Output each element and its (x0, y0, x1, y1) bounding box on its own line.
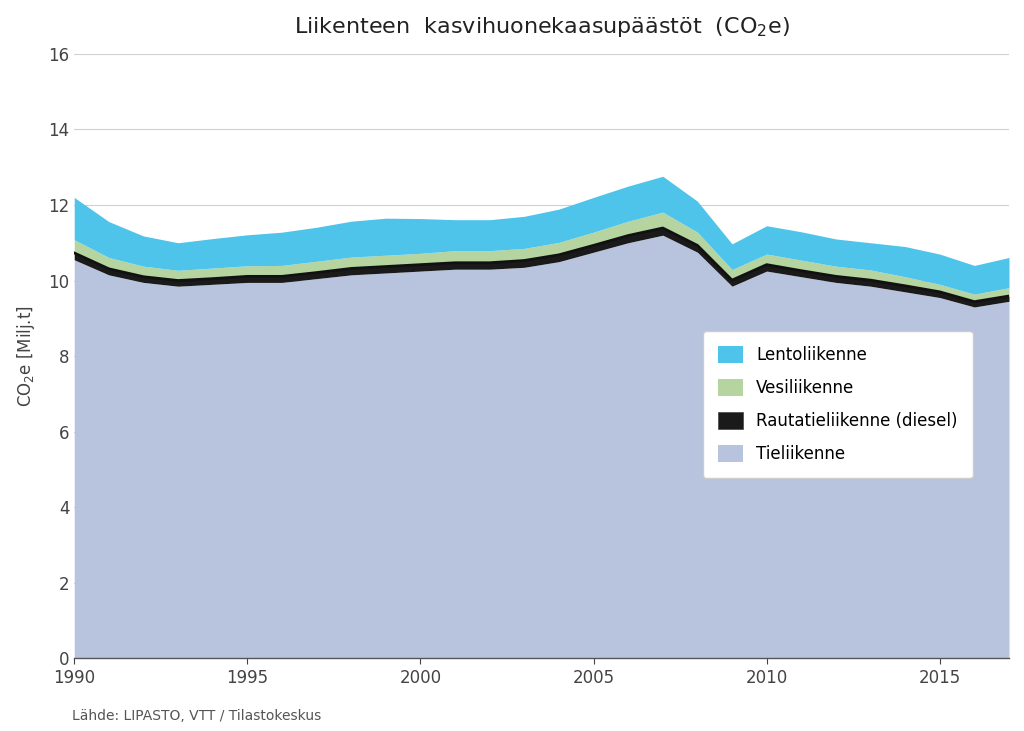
Text: Lähde: LIPASTO, VTT / Tilastokeskus: Lähde: LIPASTO, VTT / Tilastokeskus (72, 709, 321, 723)
Y-axis label: CO$_2$e [Milj.t]: CO$_2$e [Milj.t] (15, 305, 37, 407)
Title: Liikenteen  kasvihuonekaasupäästöt  (CO$_2$e): Liikenteen kasvihuonekaasupäästöt (CO$_2… (294, 15, 790, 39)
Legend: Lentoliikenne, Vesiliikenne, Rautatieliikenne (diesel), Tieliikenne: Lentoliikenne, Vesiliikenne, Rautatielii… (702, 330, 973, 478)
